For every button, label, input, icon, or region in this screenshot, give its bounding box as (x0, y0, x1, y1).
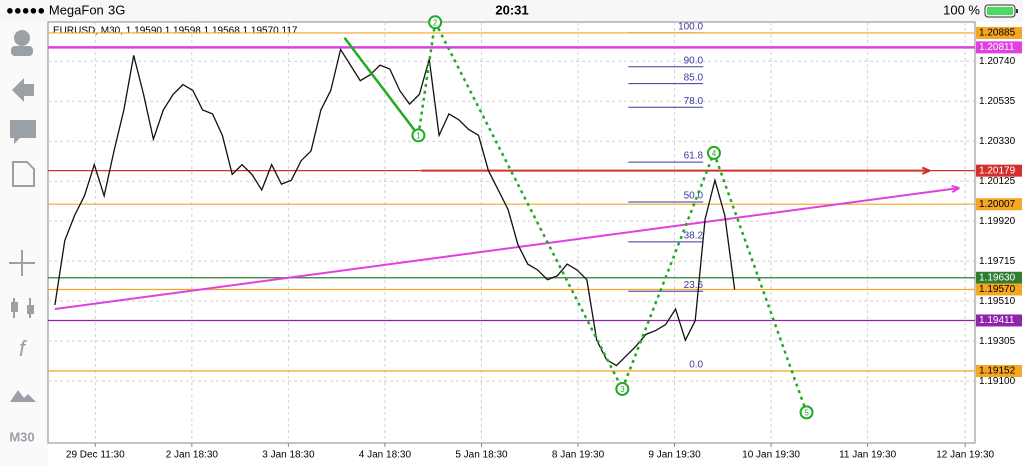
x-tick-label: 11 Jan 19:30 (839, 450, 897, 461)
level-tag (976, 198, 1022, 211)
battery-icon (984, 4, 1018, 18)
candle-icon-body (27, 305, 34, 314)
fib-label: 61.8 (684, 151, 704, 162)
y-tick-label: 1.19715 (979, 256, 1016, 267)
level-tag (976, 164, 1022, 177)
x-tick-label: 9 Jan 19:30 (648, 450, 701, 461)
y-tick-label: 1.19305 (979, 336, 1016, 347)
x-tick-label: 8 Jan 19:30 (552, 450, 605, 461)
fib-label: 50.0 (684, 191, 704, 202)
trade-icon[interactable] (12, 78, 34, 102)
fib-label: 38.2 (684, 231, 704, 242)
chat-icon[interactable] (10, 120, 36, 144)
wave-point (615, 381, 630, 396)
arrow-head (921, 166, 931, 175)
add-indicator-icon[interactable] (12, 161, 35, 187)
y-tick-label: 1.20125 (979, 176, 1016, 187)
x-tick-label: 29 Dec 11:30 (66, 450, 125, 461)
account-icon-body (11, 46, 33, 56)
price-line (54, 47, 736, 367)
wave-point (411, 128, 426, 143)
y-tick-label: 1.19100 (979, 376, 1016, 387)
wave-point (799, 405, 814, 420)
level-label: 1.20885 (979, 28, 1016, 39)
fib-label: 90.0 (684, 55, 704, 66)
candle-icon-body (11, 302, 18, 312)
x-tick-label: 3 Jan 18:30 (262, 450, 315, 461)
wave-segment (434, 21, 624, 390)
wave-label: 5 (804, 408, 809, 417)
level-label: 1.19630 (979, 272, 1016, 283)
network: 3G (108, 2, 125, 17)
x-tick-label: 12 Jan 19:30 (936, 450, 994, 461)
level-tag (976, 283, 1022, 296)
y-tick-label: 1.20740 (979, 56, 1016, 67)
plot-area (47, 21, 976, 444)
fib-label: 0.0 (689, 360, 703, 371)
y-tick-label: 1.20535 (979, 96, 1016, 107)
objects-icon[interactable] (10, 390, 36, 402)
level-label: 1.19411 (979, 315, 1015, 326)
x-tick-label: 4 Jan 18:30 (359, 450, 412, 461)
chart-title: EURUSD, M30, 1.19590 1.19598 1.19568 1.1… (53, 26, 298, 37)
level-tag (976, 271, 1022, 284)
x-tick-label: 10 Jan 19:30 (742, 450, 800, 461)
y-tick-label: 1.19510 (979, 296, 1016, 307)
wave-label: 1 (416, 131, 421, 140)
clock: 20:31 (495, 2, 528, 17)
function-icon[interactable]: f (19, 336, 28, 361)
level-label: 1.19570 (979, 284, 1016, 295)
fib-label: 23.6 (684, 280, 704, 291)
wave-point (428, 15, 443, 30)
fib-label: 78.0 (684, 96, 704, 107)
x-tick-label: 2 Jan 18:30 (166, 450, 219, 461)
timeframe-button[interactable]: M30 (9, 429, 34, 444)
wave-label: 3 (620, 385, 625, 394)
toolbar-icons: f (9, 30, 36, 402)
x-tick-label: 5 Jan 18:30 (455, 450, 508, 461)
arrow-line (54, 187, 960, 310)
fib-label: 100.0 (678, 22, 703, 33)
carrier: ●●●●● MegaFon (6, 2, 104, 17)
level-label: 1.20179 (979, 165, 1016, 176)
status-bar (0, 0, 1023, 22)
level-label: 1.19152 (979, 366, 1016, 377)
level-label: 1.20007 (979, 199, 1016, 210)
fib-label: 85.0 (684, 72, 704, 83)
level-tag (976, 41, 1022, 54)
level-label: 1.20811 (979, 42, 1015, 53)
wave-label: 2 (433, 18, 438, 27)
wave-label: 4 (712, 149, 717, 158)
y-tick-label: 1.19920 (979, 216, 1016, 227)
account-icon[interactable] (14, 30, 30, 46)
wave-segment (621, 152, 716, 390)
crosshair-icon[interactable] (9, 250, 35, 276)
wave-segment (417, 22, 437, 136)
level-tag (976, 314, 1022, 327)
battery-text: 100 % (943, 2, 980, 17)
wave-segment (343, 37, 420, 137)
level-tag (976, 26, 1022, 39)
arrow-head (951, 184, 960, 193)
wave-point (706, 145, 721, 160)
y-tick-label: 1.20330 (979, 136, 1016, 147)
level-tag (976, 365, 1022, 378)
